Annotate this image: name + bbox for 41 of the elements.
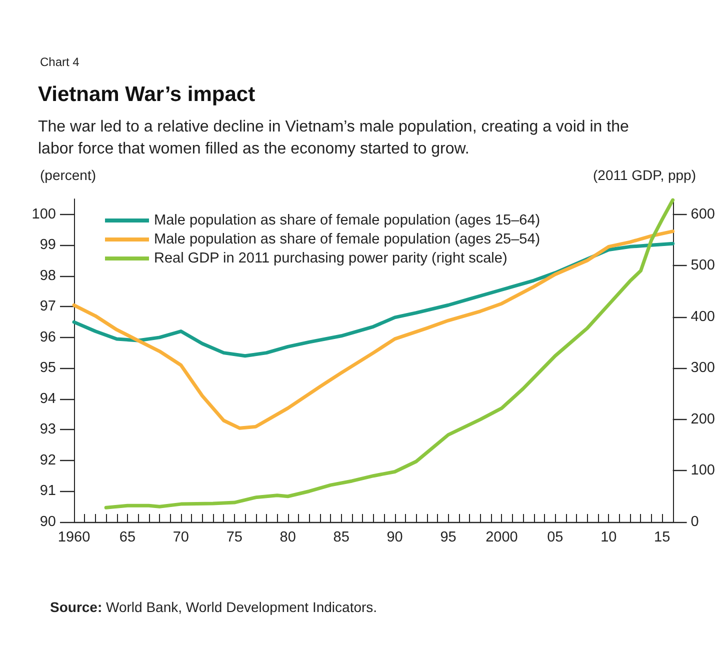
line-series	[104, 198, 675, 510]
y-axis-title: (percent)	[40, 167, 96, 183]
y-tick-label: 91	[40, 483, 56, 500]
y2-tick-label: 600	[690, 206, 716, 222]
y-tick-label: 99	[40, 237, 56, 254]
legend-label: Male population as share of female population (ages 25–54)	[154, 232, 540, 248]
line-series	[72, 230, 675, 430]
y2-tick-label: 200	[690, 411, 716, 428]
x-tick-label: 95	[440, 530, 456, 546]
y-tick-label: 97	[40, 298, 56, 315]
x-tick-label: 75	[226, 530, 242, 546]
y-tick-label: 90	[40, 514, 56, 530]
x-tick-label: 80	[280, 530, 296, 546]
x-tick-label: 65	[119, 530, 136, 546]
x-tick-label: 85	[333, 530, 350, 546]
x-tick-label: 90	[386, 530, 403, 546]
y2-tick-label: 0	[690, 514, 699, 530]
x-tick-label: 70	[172, 530, 189, 546]
y2-axis-title: (2011 GDP, ppp)	[593, 167, 696, 183]
y2-tick-label: 300	[690, 360, 716, 376]
legend-label: Male population as share of female population (ages 15–64)	[154, 212, 540, 228]
y-tick-label: 95	[40, 360, 56, 376]
y-tick-label: 100	[32, 206, 56, 222]
x-tick-label: 05	[547, 530, 564, 546]
y-tick-label: 93	[40, 422, 56, 438]
x-tick-label: 1960	[58, 530, 90, 546]
x-tick-label: 2000	[486, 530, 518, 546]
y2-tick-label: 500	[690, 258, 716, 274]
chart-title: Vietnam War’s impact	[38, 83, 256, 106]
chart-subtitle: The war led to a relative decline in Vietnam’s male population, creating a void in the labor force that women filled as the economy started to grow.	[38, 118, 634, 158]
source-note: Source: World Bank, World Development Indicators.	[50, 599, 378, 615]
y2-tick-label: 100	[690, 462, 716, 479]
y-tick-label: 92	[40, 452, 56, 468]
legend-label: Real GDP in 2011 purchasing power parity (right scale)	[154, 250, 508, 266]
y2-tick-label: 400	[690, 308, 716, 325]
y-tick-label: 94	[40, 390, 56, 407]
y-tick-label: 98	[40, 268, 56, 284]
x-tick-label: 15	[654, 530, 670, 546]
y-tick-label: 96	[40, 329, 56, 346]
caption: Chart 4	[40, 55, 80, 69]
x-tick-label: 10	[600, 530, 617, 546]
